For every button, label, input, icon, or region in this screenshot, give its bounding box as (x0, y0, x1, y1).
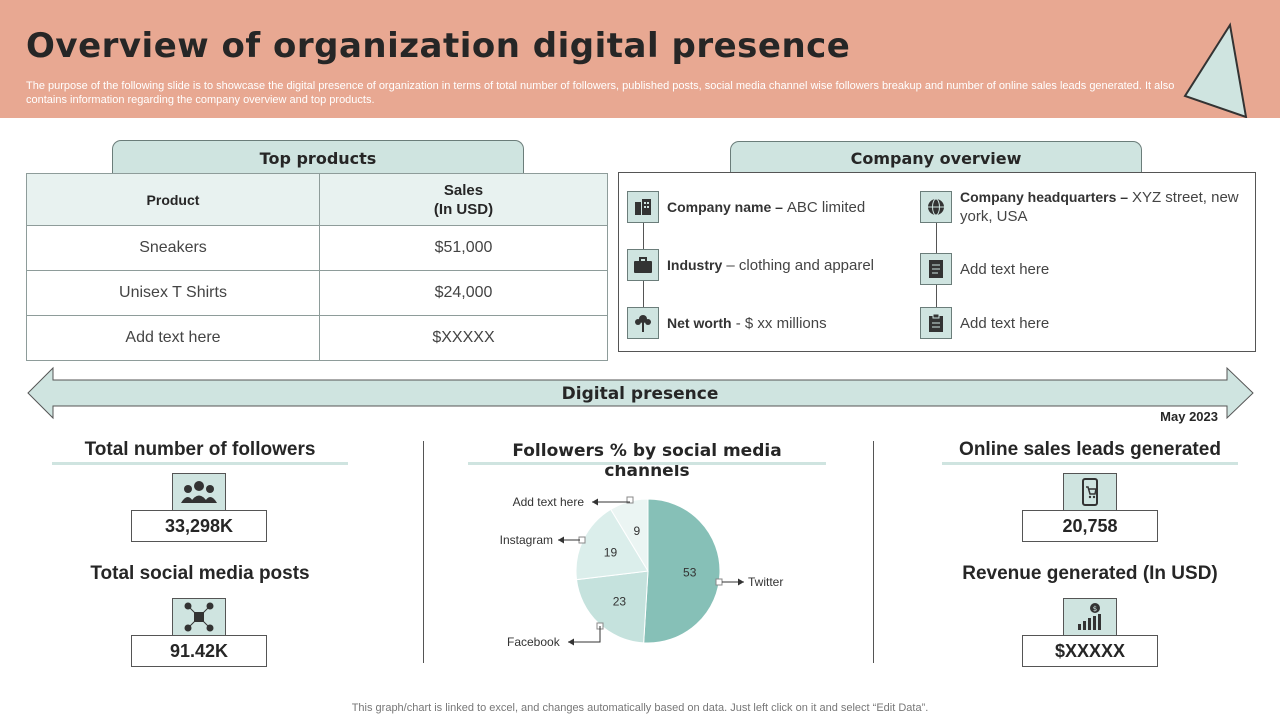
svg-text:$: $ (1093, 605, 1097, 613)
people-icon (172, 473, 226, 511)
leads-title: Online sales leads generated (959, 439, 1221, 460)
placeholder-text-2: Add text here (960, 315, 1050, 332)
report-date: May 2023 (1160, 409, 1218, 424)
header-banner: Overview of organization digital presenc… (0, 0, 1280, 118)
globe-icon (920, 191, 952, 223)
company-name-item: Company name – ABC limited (627, 191, 865, 223)
triangle-decoration-icon (1183, 22, 1248, 118)
sales-header-line1: Sales (443, 181, 484, 199)
pie-value-label: 53 (683, 565, 697, 579)
title-underline (468, 462, 826, 465)
pie-category-label: Instagram (500, 533, 553, 547)
column-divider (873, 441, 874, 663)
sales-cell: $24,000 (319, 270, 608, 316)
clipboard-icon (920, 307, 952, 339)
document-icon (920, 253, 952, 285)
pie-value-label: 9 (633, 524, 640, 538)
headquarters-value: XYZ street, new york, USA (960, 189, 1239, 225)
posts-value: 91.42K (131, 635, 267, 667)
followers-value: 33,298K (131, 510, 267, 542)
product-cell: Sneakers (26, 225, 320, 271)
pie-leader-line (568, 626, 601, 643)
title-underline (52, 462, 348, 465)
digital-presence-arrow (27, 366, 1254, 420)
pie-arrowhead (738, 578, 744, 586)
social-network-icon (172, 598, 226, 636)
industry-item: Industry – clothing and apparel (627, 249, 874, 281)
column-divider (423, 441, 424, 663)
placeholder-item-1: Add text here (920, 253, 1049, 285)
sales-cell: $51,000 (319, 225, 608, 271)
revenue-value: $XXXXX (1022, 635, 1158, 667)
pie-category-label: Twitter (748, 575, 783, 589)
pie-value-label: 19 (604, 546, 618, 560)
leads-value: 20,758 (1022, 510, 1158, 542)
pie-label-anchor (626, 496, 634, 504)
pie-title: Followers % by social media channels (512, 441, 782, 481)
money-tree-icon (627, 307, 659, 339)
net-worth-label: Net worth (667, 315, 732, 331)
briefcase-icon (627, 249, 659, 281)
pie-value-label: 23 (613, 594, 627, 608)
pie-category-label: Facebook (507, 635, 561, 649)
title-underline (942, 462, 1238, 465)
top-products-tab: Top products (112, 140, 524, 174)
industry-value: – clothing and apparel (722, 257, 875, 274)
company-overview-tab: Company overview (730, 141, 1142, 173)
company-overview-box: Company name – ABC limited Industry – cl… (618, 172, 1256, 352)
product-cell: Unisex T Shirts (26, 270, 320, 316)
posts-title: Total social media posts (90, 563, 310, 584)
column-header-sales: Sales (In USD) (319, 173, 608, 226)
table-row: Unisex T Shirts $24,000 (26, 270, 608, 316)
pie-label-anchor (715, 578, 723, 586)
column-header-product: Product (26, 173, 320, 226)
headquarters-item: Company headquarters – XYZ street, new y… (920, 189, 1240, 226)
growth-chart-icon: $ (1063, 598, 1117, 636)
net-worth-item: Net worth - $ xx millions (627, 307, 827, 339)
placeholder-text-1: Add text here (960, 261, 1050, 278)
pie-arrowhead (558, 536, 564, 544)
sales-header-line2: (In USD) (433, 200, 494, 218)
pie-chart: 53 23 19 9 Twitter Facebook Instagram Add text … (500, 495, 784, 649)
mobile-cart-icon (1063, 473, 1117, 511)
followers-title: Total number of followers (84, 439, 316, 460)
headquarters-label: Company headquarters – (960, 189, 1132, 205)
sales-cell: $XXXXX (319, 315, 608, 361)
industry-label: Industry (667, 257, 723, 273)
product-cell: Add text here (26, 315, 320, 361)
page-description: The purpose of the following slide is to… (26, 80, 1175, 106)
pie-slice-twitter (643, 498, 721, 644)
table-row: Sneakers $51,000 (26, 225, 608, 271)
pie-arrowhead (592, 498, 598, 506)
placeholder-item-2: Add text here (920, 307, 1049, 339)
revenue-title: Revenue generated (In USD) (962, 563, 1218, 584)
net-worth-value: - $ xx millions (731, 315, 827, 332)
table-row: Add text here $XXXXX (26, 315, 608, 361)
table-header-row: Product Sales (In USD) (26, 173, 608, 226)
company-name-value: ABC limited (786, 199, 866, 216)
pie-category-label: Add text here (513, 495, 585, 509)
building-icon (627, 191, 659, 223)
top-products-table: Product Sales (In USD) Sneakers $51,000 … (26, 173, 608, 361)
page-title: Overview of organization digital presenc… (26, 26, 851, 66)
company-name-label: Company name – (667, 199, 787, 215)
footer-note: This graph/chart is linked to excel, and… (351, 702, 929, 714)
pie-arrowhead (568, 638, 574, 646)
digital-presence-label: Digital presence (561, 384, 719, 404)
